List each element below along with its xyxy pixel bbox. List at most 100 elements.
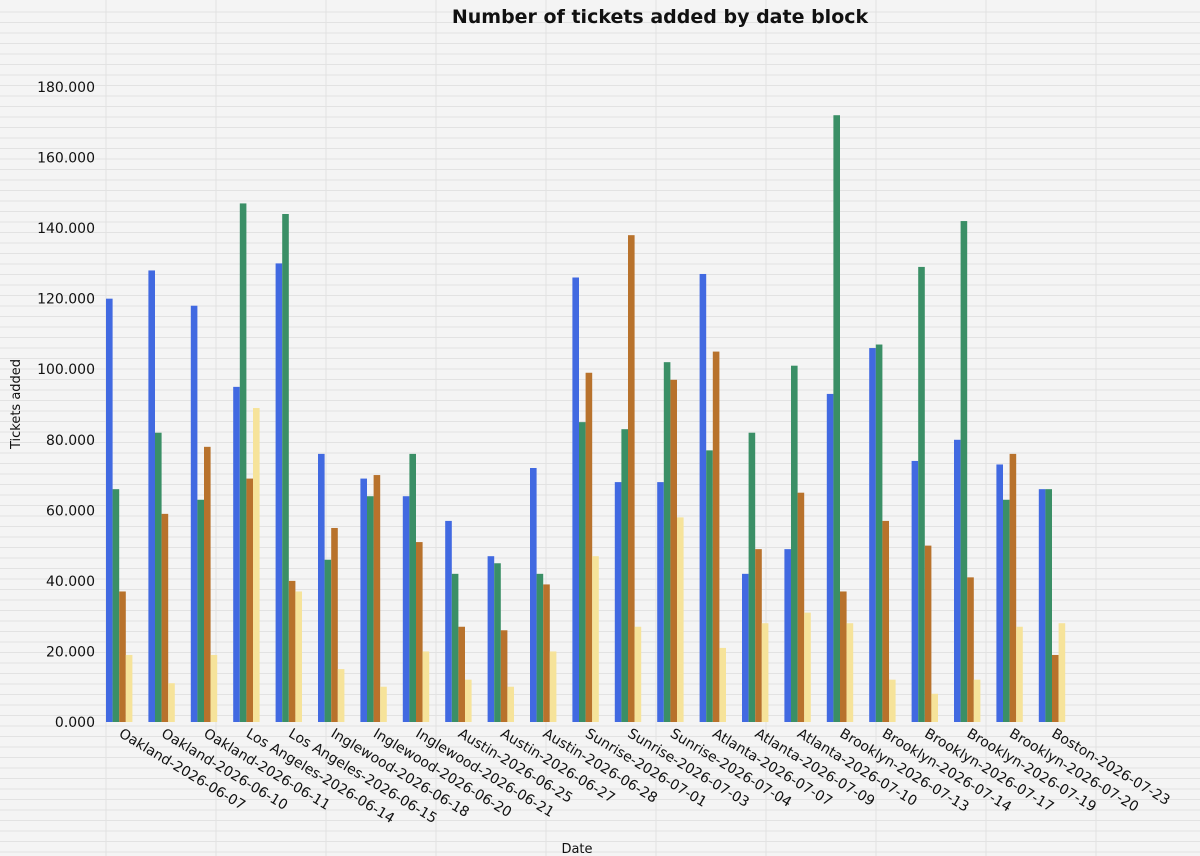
y-tick-label: 60.000 [46, 503, 95, 519]
y-tick-label: 160.000 [37, 151, 95, 167]
bar-atlanta-2026-07-09-s4 [761, 623, 769, 722]
bar-sunrise-2026-07-04-s2 [663, 362, 671, 722]
bar-brooklyn-2026-07-17-s2 [918, 266, 925, 722]
bar-boston-2026-07-23-s3 [1052, 654, 1059, 722]
bar-atlanta-2026-07-07-s4 [719, 647, 726, 722]
bar-atlanta-2026-07-10-s4 [804, 612, 811, 722]
bar-oakland-2026-06-07-s1 [106, 298, 113, 722]
bar-brooklyn-2026-07-13-s4 [846, 623, 854, 722]
y-axis-label: Tickets added [9, 359, 24, 450]
bar-sunrise-2026-07-01-s2 [579, 422, 586, 722]
bar-brooklyn-2026-07-13-s2 [833, 115, 840, 722]
bar-oakland-2026-06-10-s2 [155, 432, 162, 722]
bar-inglewood-2026-06-18-s2 [324, 559, 332, 722]
bar-atlanta-2026-07-10-s1 [784, 549, 791, 722]
bar-austin-2026-06-27-s4 [507, 686, 514, 722]
y-tick-label: 180.000 [37, 80, 95, 96]
bar-austin-2026-06-25-s3 [458, 626, 465, 722]
bar-austin-2026-06-27-s2 [494, 563, 501, 722]
bar-inglewood-2026-06-21-s4 [422, 651, 430, 722]
bar-austin-2026-06-28-s1 [530, 468, 537, 722]
bar-los-angeles-2026-06-14-s1 [233, 386, 240, 722]
bar-inglewood-2026-06-20-s4 [380, 686, 387, 722]
bar-austin-2026-06-28-s4 [549, 651, 557, 722]
bar-brooklyn-2026-07-20-s1 [996, 464, 1003, 722]
bar-inglewood-2026-06-20-s1 [360, 478, 367, 722]
bar-brooklyn-2026-07-13-s1 [826, 393, 834, 722]
bar-oakland-2026-06-07-s4 [125, 654, 133, 722]
y-tick-label: 0.000 [55, 715, 95, 731]
bar-inglewood-2026-06-20-s3 [373, 475, 381, 722]
bar-los-angeles-2026-06-14-s3 [246, 478, 253, 722]
bar-sunrise-2026-07-03-s4 [634, 626, 642, 722]
bar-brooklyn-2026-07-13-s3 [840, 591, 847, 722]
bar-oakland-2026-06-10-s4 [168, 683, 175, 722]
y-axis-ticks: 0.000 20.000 40.000 60.000 80.000 100.000 120.… [37, 80, 95, 731]
bar-atlanta-2026-07-07-s1 [699, 273, 707, 722]
bars [106, 115, 1066, 723]
bar-austin-2026-06-28-s3 [543, 584, 550, 722]
bar-boston-2026-07-23-s1 [1038, 489, 1046, 722]
bar-brooklyn-2026-07-20-s3 [1009, 453, 1017, 722]
bar-austin-2026-06-27-s3 [500, 630, 508, 722]
bar-brooklyn-2026-07-19-s1 [954, 439, 961, 722]
bar-brooklyn-2026-07-19-s2 [960, 221, 968, 723]
bar-brooklyn-2026-07-17-s3 [924, 545, 932, 722]
bar-oakland-2026-06-11-s3 [204, 446, 211, 722]
bar-los-angeles-2026-06-15-s2 [282, 214, 289, 722]
bar-brooklyn-2026-07-20-s4 [1016, 626, 1023, 722]
bar-sunrise-2026-07-04-s3 [670, 379, 677, 722]
bar-brooklyn-2026-07-14-s4 [889, 679, 896, 722]
bar-boston-2026-07-23-s4 [1058, 623, 1066, 722]
bar-inglewood-2026-06-20-s2 [367, 496, 374, 722]
bar-atlanta-2026-07-09-s3 [755, 549, 762, 722]
bar-oakland-2026-06-07-s2 [112, 489, 120, 722]
bar-sunrise-2026-07-01-s4 [592, 556, 599, 722]
bar-inglewood-2026-06-21-s2 [409, 453, 416, 722]
y-tick-label: 40.000 [46, 574, 95, 590]
bar-los-angeles-2026-06-14-s4 [253, 408, 260, 722]
bar-oakland-2026-06-11-s2 [197, 499, 204, 722]
bar-sunrise-2026-07-04-s1 [657, 482, 664, 722]
bar-austin-2026-06-25-s2 [451, 573, 459, 722]
bar-los-angeles-2026-06-14-s2 [239, 203, 247, 722]
bar-oakland-2026-06-11-s4 [210, 654, 218, 722]
bar-brooklyn-2026-07-19-s4 [973, 679, 981, 722]
x-axis-ticks: Oakland-2026-06-07Oakland-2026-06-10Oakl… [116, 726, 1173, 827]
bar-brooklyn-2026-07-14-s2 [875, 344, 883, 722]
bar-inglewood-2026-06-18-s1 [318, 453, 325, 722]
bar-oakland-2026-06-11-s1 [190, 305, 198, 722]
y-tick-label: 80.000 [46, 433, 95, 449]
bar-atlanta-2026-07-09-s2 [748, 432, 756, 722]
bar-brooklyn-2026-07-17-s4 [931, 693, 938, 722]
bar-oakland-2026-06-07-s3 [119, 591, 126, 722]
y-tick-label: 20.000 [46, 644, 95, 660]
bar-austin-2026-06-25-s1 [445, 520, 452, 722]
bar-oakland-2026-06-10-s1 [148, 270, 155, 722]
bar-inglewood-2026-06-21-s3 [416, 542, 423, 722]
x-axis-label: Date [561, 842, 592, 856]
bar-brooklyn-2026-07-19-s3 [967, 577, 974, 722]
bar-austin-2026-06-28-s2 [536, 573, 544, 722]
bar-inglewood-2026-06-21-s1 [402, 496, 410, 722]
bar-sunrise-2026-07-01-s1 [572, 277, 579, 722]
bar-boston-2026-07-23-s2 [1045, 489, 1052, 722]
y-tick-label: 100.000 [37, 362, 95, 378]
bar-inglewood-2026-06-18-s3 [331, 527, 338, 722]
bar-brooklyn-2026-07-14-s1 [869, 348, 876, 722]
bar-brooklyn-2026-07-14-s3 [882, 520, 889, 722]
bar-los-angeles-2026-06-15-s4 [295, 591, 302, 722]
bar-sunrise-2026-07-04-s4 [677, 517, 684, 722]
bar-sunrise-2026-07-03-s1 [614, 482, 622, 722]
bar-austin-2026-06-25-s4 [465, 679, 472, 722]
y-tick-label: 120.000 [37, 292, 95, 308]
bar-inglewood-2026-06-18-s4 [337, 669, 345, 722]
bar-sunrise-2026-07-03-s2 [621, 429, 628, 722]
bar-brooklyn-2026-07-20-s2 [1003, 499, 1010, 722]
bar-brooklyn-2026-07-17-s1 [911, 460, 919, 722]
bar-sunrise-2026-07-01-s3 [585, 372, 593, 722]
bar-atlanta-2026-07-10-s2 [791, 365, 798, 722]
y-tick-label: 140.000 [37, 221, 95, 237]
bar-los-angeles-2026-06-15-s1 [275, 263, 283, 722]
